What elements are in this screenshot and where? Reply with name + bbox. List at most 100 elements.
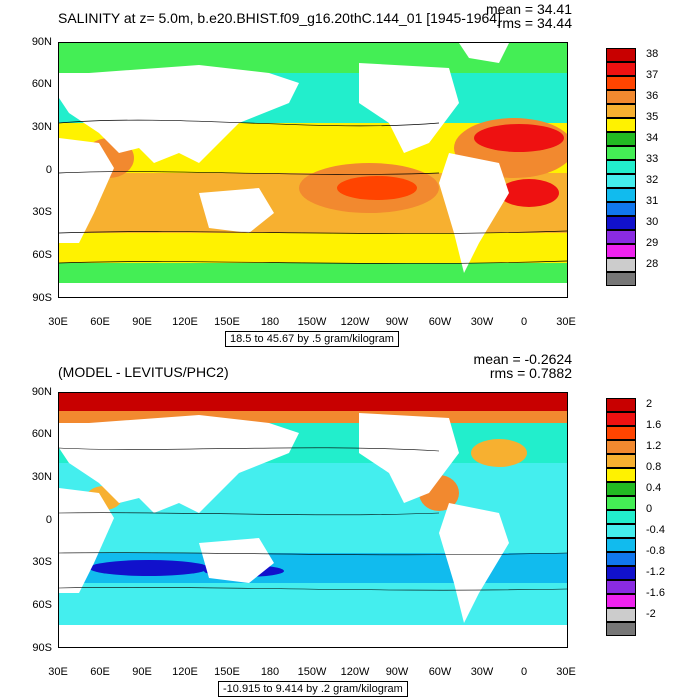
- contour-line: [59, 260, 567, 264]
- lon-label: 60W: [428, 666, 452, 678]
- contour-line: [59, 171, 440, 175]
- lon-label: 150E: [214, 666, 240, 678]
- colorbar-swatch: [606, 510, 636, 524]
- contour-info-box: -10.915 to 9.414 by .2 gram/kilogram: [218, 681, 408, 697]
- lon-label: 30E: [556, 666, 576, 678]
- antarctica-land: [59, 283, 567, 297]
- colorbar-label: 37: [646, 69, 659, 81]
- colorbar-label: 34: [646, 132, 659, 144]
- contour-line: [59, 119, 440, 127]
- contour-line: [59, 552, 567, 556]
- southern-band: [59, 233, 567, 263]
- colorbar-swatch: [606, 104, 636, 118]
- lat-label: 30S: [32, 206, 52, 218]
- colorbar-label: 0: [646, 503, 653, 515]
- colorbar-swatch: [606, 188, 636, 202]
- colorbar-swatch: [606, 594, 636, 608]
- lat-label: 30S: [32, 556, 52, 568]
- colorbar-label: 1.6: [646, 419, 662, 431]
- colorbar-label: 38: [646, 48, 659, 60]
- lat-label: 30N: [31, 471, 52, 483]
- antarctica-land: [59, 625, 567, 647]
- mean-label: mean = 34.41: [485, 1, 572, 17]
- lat-label: 60S: [32, 249, 52, 261]
- colorbar-swatch: [606, 244, 636, 258]
- colorbar-label: 28: [646, 258, 659, 270]
- south-pacific-max-region: [337, 176, 417, 200]
- contour-line: [59, 230, 567, 234]
- colorbar-swatch: [606, 230, 636, 244]
- lat-label: 60N: [31, 428, 52, 440]
- rms-label: rms = 0.7882: [489, 365, 572, 381]
- panel-title: SALINITY at z= 5.0m, b.e20.BHIST.f09_g16…: [58, 10, 501, 26]
- colorbar-label: 1.2: [646, 440, 662, 452]
- lat-label: 60N: [31, 78, 52, 90]
- colorbar-label: 33: [646, 153, 659, 165]
- lon-label: 30E: [48, 316, 68, 328]
- lat-label: 90S: [32, 292, 52, 304]
- colorbar-swatch: [606, 440, 636, 454]
- colorbar-label: 31: [646, 195, 659, 207]
- map-plot: [58, 42, 568, 298]
- lat-label: 90S: [32, 642, 52, 654]
- colorbar-swatch: [606, 48, 636, 62]
- rms-label: rms = 34.44: [497, 15, 572, 31]
- colorbar-swatch: [606, 524, 636, 538]
- lon-label: 60W: [428, 316, 452, 328]
- north-america-land: [359, 63, 459, 153]
- lon-label: 150E: [214, 316, 240, 328]
- stats-block: mean = 34.41 rms = 34.44: [486, 2, 572, 30]
- colorbar-swatch: [606, 272, 636, 286]
- lon-label: 30W: [470, 666, 494, 678]
- colorbar-swatch: [606, 202, 636, 216]
- colorbar-swatch: [606, 552, 636, 566]
- colorbar-label: 0.8: [646, 461, 662, 473]
- contour-line: [59, 512, 440, 516]
- lon-label: 30E: [48, 666, 68, 678]
- south-atlantic-max-region: [499, 179, 559, 207]
- colorbar-swatch: [606, 608, 636, 622]
- lat-label: 30N: [31, 121, 52, 133]
- colorbar-label: 32: [646, 174, 659, 186]
- mean-label: mean = -0.2624: [473, 351, 572, 367]
- colorbar-swatch: [606, 398, 636, 412]
- difference-map: [59, 393, 567, 647]
- colorbar-swatch: [606, 622, 636, 636]
- colorbar-swatch: [606, 160, 636, 174]
- colorbar-swatch: [606, 580, 636, 594]
- lon-label: 60E: [90, 666, 110, 678]
- salinity-panel: SALINITY at z= 5.0m, b.e20.BHIST.f09_g16…: [31, 2, 659, 347]
- lon-label: 120W: [340, 666, 370, 678]
- colorbar-swatch: [606, 132, 636, 146]
- eurasia-land: [59, 415, 299, 513]
- north-atlantic-anomaly: [471, 439, 527, 467]
- colorbar-swatch: [606, 482, 636, 496]
- colorbar-swatch: [606, 496, 636, 510]
- colorbar-label: -1.6: [646, 587, 665, 599]
- lat-label: 0: [45, 164, 52, 176]
- colorbar-label: -1.2: [646, 566, 665, 578]
- colorbar-label: 30: [646, 216, 659, 228]
- arctic-positive-band: [59, 393, 567, 411]
- lat-label: 90N: [31, 386, 52, 398]
- lon-label: 30E: [556, 316, 576, 328]
- colorbar-swatch: [606, 118, 636, 132]
- colorbar-swatch: [606, 454, 636, 468]
- colorbar-swatch: [606, 174, 636, 188]
- lon-label: 30W: [470, 316, 494, 328]
- colorbar-swatch: [606, 62, 636, 76]
- contour-line: [59, 447, 440, 452]
- lon-label: 180: [260, 666, 280, 678]
- colorbar-label: -0.8: [646, 545, 665, 557]
- contour-line: [59, 587, 567, 591]
- lat-label: 0: [45, 514, 52, 526]
- colorbar-label: 29: [646, 237, 659, 249]
- colorbar-swatch: [606, 258, 636, 272]
- colorbar-label: 35: [646, 111, 659, 123]
- colorbar-swatch: [606, 76, 636, 90]
- colorbar-label: -2: [646, 608, 656, 620]
- colorbar-label: -0.4: [646, 524, 665, 536]
- panel-title: (MODEL - LEVITUS/PHC2): [58, 364, 229, 380]
- difference-panel: (MODEL - LEVITUS/PHC2) mean = -0.2624 rm…: [0, 350, 700, 700]
- lon-label: 120E: [172, 316, 198, 328]
